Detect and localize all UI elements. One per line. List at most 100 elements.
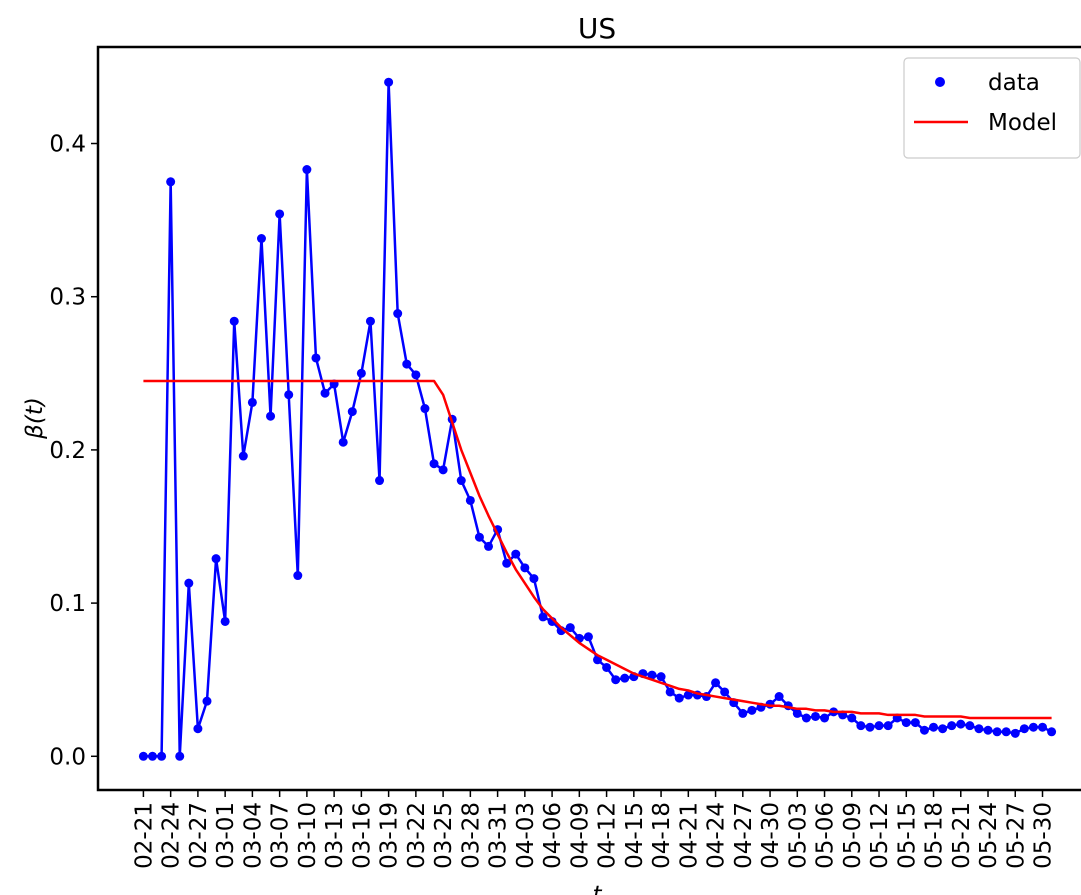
y-tick-label: 0.3 — [49, 285, 86, 311]
data-point — [774, 692, 784, 702]
y-axis-label: β(t) — [22, 397, 48, 440]
x-tick-label: 04-18 — [649, 802, 675, 869]
x-tick-label: 05-06 — [813, 802, 839, 869]
legend-label: Model — [988, 110, 1057, 136]
data-point — [810, 711, 820, 721]
data-point — [529, 574, 539, 584]
data-point — [220, 616, 230, 626]
data-point — [229, 316, 239, 326]
data-point — [974, 724, 984, 734]
data-point — [683, 690, 693, 700]
data-point — [302, 165, 312, 175]
data-point — [583, 632, 593, 642]
data-point — [901, 718, 911, 728]
plot-frame — [96, 45, 1081, 792]
data-point — [384, 77, 394, 87]
data-point — [166, 177, 176, 187]
data-point — [266, 411, 276, 421]
data-point — [965, 721, 975, 731]
data-point — [983, 725, 993, 735]
x-tick-label: 03-10 — [295, 802, 321, 869]
data-point — [947, 721, 957, 731]
data-point — [656, 672, 666, 682]
data-point — [647, 670, 657, 680]
data-point — [847, 713, 857, 723]
data-point — [792, 708, 802, 718]
data-point — [665, 687, 675, 697]
data-point — [484, 541, 494, 551]
data-point — [429, 459, 439, 469]
data-point — [411, 370, 421, 380]
data-point — [929, 722, 939, 732]
x-tick-label: 03-07 — [268, 802, 294, 869]
data-point — [202, 696, 212, 706]
data-point — [456, 476, 466, 486]
x-tick-label: 04-06 — [540, 802, 566, 869]
legend-marker — [935, 77, 945, 87]
data-point — [293, 571, 303, 581]
data-point — [1028, 722, 1038, 732]
data-point — [801, 713, 811, 723]
data-point — [211, 554, 221, 564]
data-point — [138, 751, 148, 761]
x-axis-label: t — [592, 882, 602, 895]
y-tick-label: 0.1 — [49, 591, 86, 617]
x-tick-label: 02-24 — [159, 802, 185, 869]
data-point — [256, 233, 266, 243]
data-point — [465, 495, 475, 505]
data-point — [247, 397, 257, 407]
data-point — [375, 476, 385, 486]
data-point — [992, 727, 1002, 737]
x-tick-label: 05-27 — [1003, 802, 1029, 869]
x-tick-label: 03-31 — [486, 802, 512, 869]
data-point — [865, 722, 875, 732]
data-point — [738, 708, 748, 718]
data-point — [938, 724, 948, 734]
legend-box — [903, 57, 1081, 159]
data-point — [883, 721, 893, 731]
x-tick-label: 05-21 — [949, 802, 975, 869]
data-point — [1019, 724, 1029, 734]
x-tick-label: 03-28 — [458, 802, 484, 869]
data-point — [502, 558, 512, 568]
data-point — [856, 721, 866, 731]
data-point — [1047, 727, 1057, 737]
data-point — [338, 437, 348, 447]
x-tick-label: 03-25 — [431, 802, 457, 869]
data-point — [193, 724, 203, 734]
data-point — [420, 404, 430, 414]
data-point — [365, 316, 375, 326]
data-point — [874, 721, 884, 731]
data-point — [402, 359, 412, 369]
data-point — [311, 353, 321, 363]
data-point — [511, 549, 521, 559]
x-tick-label: 05-24 — [976, 802, 1002, 869]
x-tick-label: 02-27 — [186, 802, 212, 869]
data-point — [711, 678, 721, 688]
x-tick-label: 05-09 — [840, 802, 866, 869]
series-line — [143, 379, 1052, 720]
data-point — [184, 578, 194, 588]
data-point — [602, 662, 612, 672]
data-point — [1001, 727, 1011, 737]
x-tick-label: 03-16 — [349, 802, 375, 869]
data-point — [910, 718, 920, 728]
data-point — [538, 612, 548, 622]
x-tick-label: 04-21 — [676, 802, 702, 869]
data-point — [820, 713, 830, 723]
x-tick-label: 04-03 — [513, 802, 539, 869]
x-tick-label: 04-24 — [704, 802, 730, 869]
data-point — [620, 673, 630, 683]
data-point — [747, 705, 757, 715]
data-point — [356, 368, 366, 378]
y-tick-label: 0.4 — [49, 132, 86, 158]
data-point — [674, 693, 684, 703]
data-point — [238, 451, 248, 461]
data-point — [284, 390, 294, 400]
y-tick-label: 0.0 — [49, 744, 86, 770]
x-tick-label: 04-12 — [595, 802, 621, 869]
data-point — [438, 465, 448, 475]
x-tick-label: 05-12 — [867, 802, 893, 869]
x-tick-label: 03-01 — [213, 802, 239, 869]
